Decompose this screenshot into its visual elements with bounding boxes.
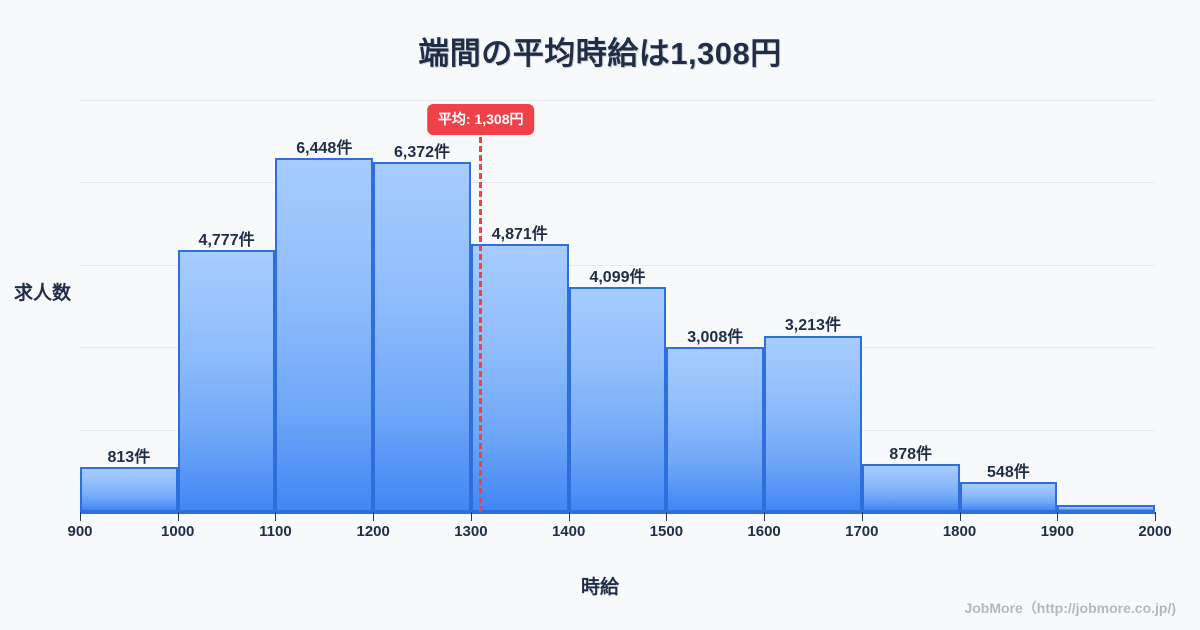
histogram-bar[interactable] bbox=[275, 157, 374, 512]
x-tick bbox=[1155, 512, 1156, 521]
x-tick bbox=[177, 512, 179, 521]
x-axis-line bbox=[80, 512, 1155, 514]
y-axis-title: 求人数 bbox=[14, 283, 72, 304]
bar-value-label: 6,448件 bbox=[296, 139, 353, 157]
histogram-bar[interactable] bbox=[959, 481, 1058, 512]
x-tick-label: 1700 bbox=[845, 523, 879, 540]
x-tick-label: 1400 bbox=[551, 523, 586, 540]
average-line bbox=[478, 110, 482, 512]
x-tick-label: 2000 bbox=[1138, 523, 1172, 540]
gridline bbox=[80, 264, 1155, 266]
x-tick bbox=[275, 512, 277, 521]
bar-value-label: 4,871件 bbox=[491, 226, 548, 244]
x-tick bbox=[80, 512, 81, 521]
bar-value-label: 4,777件 bbox=[198, 231, 255, 249]
plot-area: 813件 4,777件 6,448件 6,372件 4,871件 4,099件 3,008件… bbox=[80, 100, 1155, 512]
histogram-bar[interactable] bbox=[470, 244, 569, 512]
x-tick bbox=[568, 512, 570, 521]
average-badge: 平均: 1,308円 bbox=[426, 104, 535, 135]
x-tick bbox=[666, 512, 668, 521]
x-tick-label: 900 bbox=[67, 523, 93, 540]
x-tick-label: 1900 bbox=[1040, 523, 1074, 540]
x-tick-label: 1500 bbox=[649, 523, 684, 540]
footer-credit: JobMore（http://jobmore.co.jp/) bbox=[964, 600, 1176, 616]
histogram-bar[interactable] bbox=[80, 467, 178, 512]
x-tick bbox=[959, 512, 961, 521]
x-tick-label: 1200 bbox=[356, 523, 390, 540]
histogram-bar[interactable] bbox=[861, 463, 960, 512]
x-tick-label: 1100 bbox=[259, 523, 292, 540]
histogram-bar[interactable] bbox=[373, 161, 471, 512]
gridline bbox=[80, 182, 1155, 184]
gridline bbox=[80, 100, 1155, 101]
histogram-bar[interactable] bbox=[764, 335, 862, 512]
x-tick bbox=[373, 512, 375, 521]
x-tick bbox=[861, 512, 863, 521]
histogram-bar[interactable] bbox=[1057, 505, 1155, 512]
histogram-bar[interactable] bbox=[666, 346, 765, 512]
x-axis-title: 時給 bbox=[580, 577, 619, 598]
bar-value-label: 878件 bbox=[889, 445, 933, 463]
bar-value-label: 3,008件 bbox=[687, 328, 744, 346]
histogram-bar[interactable] bbox=[568, 286, 667, 512]
bar-value-label: 6,372件 bbox=[394, 143, 451, 161]
x-tick-label: 1000 bbox=[161, 523, 195, 540]
bar-value-label: 4,099件 bbox=[589, 268, 646, 286]
page-title: 端間の平均時給は1,308円 bbox=[418, 36, 782, 71]
bar-value-label: 548件 bbox=[987, 463, 1030, 481]
bar-value-label: 3,213件 bbox=[784, 317, 841, 335]
bar-value-label: 813件 bbox=[107, 449, 151, 467]
x-tick bbox=[1057, 512, 1059, 521]
x-tick-label: 1600 bbox=[747, 523, 781, 540]
x-tick-label: 1800 bbox=[942, 523, 977, 540]
x-tick bbox=[764, 512, 766, 521]
x-tick-label: 1300 bbox=[454, 523, 488, 540]
histogram-bar[interactable] bbox=[177, 249, 276, 512]
x-tick bbox=[470, 512, 472, 521]
